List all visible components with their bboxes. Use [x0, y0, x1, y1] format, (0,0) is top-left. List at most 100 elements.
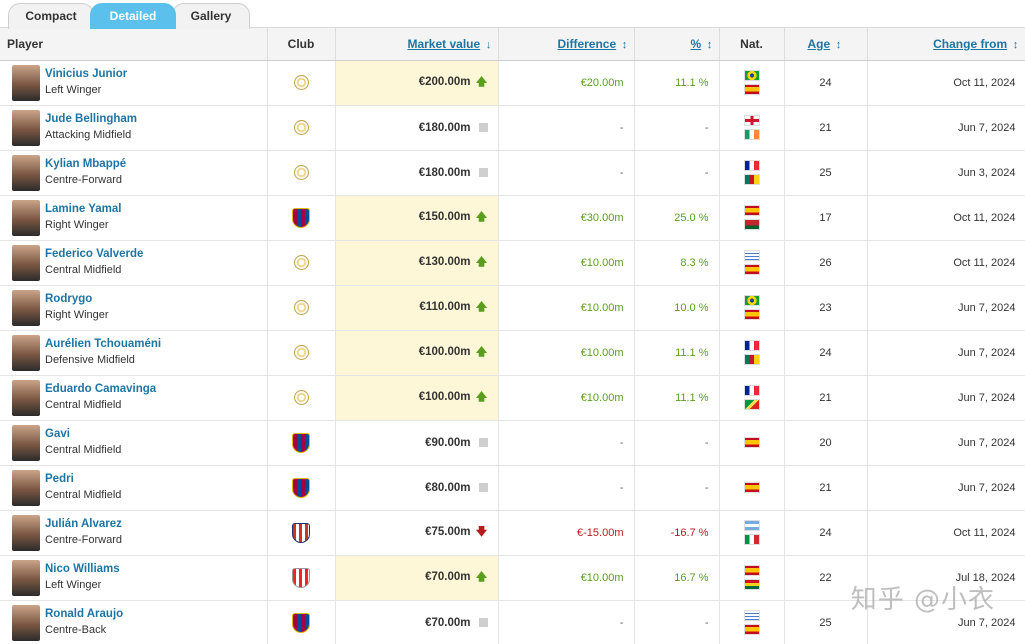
age-cell: 24 — [784, 510, 868, 556]
player-position: Defensive Midfield — [45, 354, 135, 366]
tab-compact[interactable]: Compact — [8, 3, 94, 29]
player-name-link[interactable]: Rodrygo — [45, 293, 93, 305]
player-avatar[interactable] — [12, 514, 40, 551]
club-crest-rma-icon[interactable] — [293, 255, 309, 270]
sort-difference-link[interactable]: Difference — [557, 36, 617, 51]
player-position: Centre-Back — [45, 624, 107, 636]
player-name-link[interactable]: Lamine Yamal — [45, 203, 122, 215]
difference-cell: €10.00m — [498, 330, 635, 376]
flag-es-icon — [743, 482, 760, 493]
club-crest-rma-icon[interactable] — [293, 300, 309, 315]
table-row: Julián Alvarez Centre-Forward €75.00m 🡇 €… — [0, 510, 1025, 556]
player-name-link[interactable]: Aurélien Tchouaméni — [45, 338, 162, 350]
player-avatar[interactable] — [12, 334, 40, 371]
flag-fr-icon — [743, 160, 760, 171]
player-name-link[interactable]: Vinicius Junior — [45, 68, 128, 80]
player-name-link[interactable]: Ronald Araujo — [45, 608, 124, 620]
market-value: €180.00m — [418, 166, 471, 179]
player-avatar[interactable] — [12, 604, 40, 641]
club-crest-rma-icon[interactable] — [293, 390, 309, 405]
sort-change-from-link[interactable]: Change from — [933, 36, 1008, 51]
change-date-cell: Jun 7, 2024 — [867, 375, 1025, 421]
club-crest-rma-icon[interactable] — [293, 165, 309, 180]
header-club: Club — [267, 28, 336, 61]
player-avatar[interactable] — [12, 424, 40, 461]
tab-detailed[interactable]: Detailed — [90, 3, 176, 29]
market-value-cell: €70.00m 🡅 — [335, 555, 499, 601]
nationality-cell — [719, 510, 785, 556]
market-value: €70.00m — [425, 616, 471, 629]
club-crest-rma-icon[interactable] — [293, 345, 309, 360]
player-name-link[interactable]: Kylian Mbappé — [45, 158, 127, 170]
club-crest-fcb-icon[interactable] — [292, 432, 310, 453]
club-crest-rma-icon[interactable] — [293, 75, 309, 90]
header-market-value[interactable]: Market value ↓ — [335, 28, 499, 61]
club-cell — [267, 510, 336, 556]
player-name-link[interactable]: Pedri — [45, 473, 74, 485]
market-value: €75.00m — [425, 526, 471, 538]
header-difference[interactable]: Difference ↕ — [498, 28, 635, 61]
age-cell: 24 — [784, 60, 868, 106]
nationality-cell — [719, 150, 785, 196]
player-name-link[interactable]: Eduardo Camavinga — [45, 383, 157, 395]
club-crest-fcb-icon[interactable] — [292, 612, 310, 633]
market-value-cell: €130.00m 🡅 — [335, 240, 499, 286]
player-avatar[interactable] — [12, 469, 40, 506]
player-name-link[interactable]: Gavi — [45, 428, 70, 440]
sort-market-value-link[interactable]: Market value — [407, 36, 481, 51]
player-avatar[interactable] — [12, 379, 40, 416]
player-avatar[interactable] — [12, 154, 40, 191]
club-crest-ath-icon[interactable] — [292, 567, 310, 588]
table-row: Nico Williams Left Winger €70.00m 🡅 €10.0… — [0, 555, 1025, 601]
player-avatar[interactable] — [12, 559, 40, 596]
percent-cell: -16.7 % — [634, 510, 720, 556]
player-avatar[interactable] — [12, 109, 40, 146]
difference-cell: - — [498, 600, 635, 644]
player-name-link[interactable]: Jude Bellingham — [45, 113, 138, 125]
player-avatar[interactable] — [12, 244, 40, 281]
nationality-cell — [719, 330, 785, 376]
difference-cell: €-15.00m — [498, 510, 635, 556]
player-name-link[interactable]: Julián Alvarez — [45, 518, 122, 530]
trend-up-icon: 🡅 — [475, 391, 488, 403]
change-date-cell: Jun 7, 2024 — [867, 330, 1025, 376]
player-name-link[interactable]: Federico Valverde — [45, 248, 144, 260]
player-position: Central Midfield — [45, 489, 122, 501]
club-cell — [267, 285, 336, 331]
player-avatar[interactable] — [12, 199, 40, 236]
club-crest-atm-icon[interactable] — [292, 522, 310, 543]
flag-es-icon — [743, 437, 760, 448]
tab-gallery[interactable]: Gallery — [172, 3, 250, 29]
difference-cell: €10.00m — [498, 375, 635, 421]
market-value-cell: €80.00m — [335, 465, 499, 511]
flag-fr-icon — [743, 340, 760, 351]
market-value-cell: €100.00m 🡅 — [335, 375, 499, 421]
player-avatar[interactable] — [12, 289, 40, 326]
player-cell: Jude Bellingham Attacking Midfield — [0, 105, 268, 151]
player-name-link[interactable]: Nico Williams — [45, 563, 120, 575]
player-cell: Lamine Yamal Right Winger — [0, 195, 268, 241]
player-avatar[interactable] — [12, 64, 40, 101]
difference-cell: €10.00m — [498, 285, 635, 331]
club-crest-fcb-icon[interactable] — [292, 477, 310, 498]
sort-age-link[interactable]: Age — [807, 36, 831, 51]
flag-es-icon — [743, 84, 760, 95]
club-crest-fcb-icon[interactable] — [292, 207, 310, 228]
header-percent[interactable]: % ↕ — [634, 28, 720, 61]
player-cell: Rodrygo Right Winger — [0, 285, 268, 331]
sort-percent-link[interactable]: % — [690, 36, 702, 51]
percent-cell: - — [634, 600, 720, 644]
market-value-cell: €70.00m — [335, 600, 499, 644]
nationality-cell — [719, 285, 785, 331]
player-cell: Eduardo Camavinga Central Midfield — [0, 375, 268, 421]
flag-br-icon — [743, 70, 760, 81]
flag-ma-icon — [743, 219, 760, 230]
table-header-row: Player Club Market value ↓ Difference ↕ … — [0, 28, 1025, 61]
header-change-from[interactable]: Change from ↕ — [867, 28, 1025, 61]
club-crest-rma-icon[interactable] — [293, 120, 309, 135]
player-position: Right Winger — [45, 219, 109, 231]
club-cell — [267, 375, 336, 421]
header-age[interactable]: Age ↕ — [784, 28, 868, 61]
table-row: Lamine Yamal Right Winger €150.00m 🡅 €30.… — [0, 195, 1025, 241]
flag-es-icon — [743, 205, 760, 216]
